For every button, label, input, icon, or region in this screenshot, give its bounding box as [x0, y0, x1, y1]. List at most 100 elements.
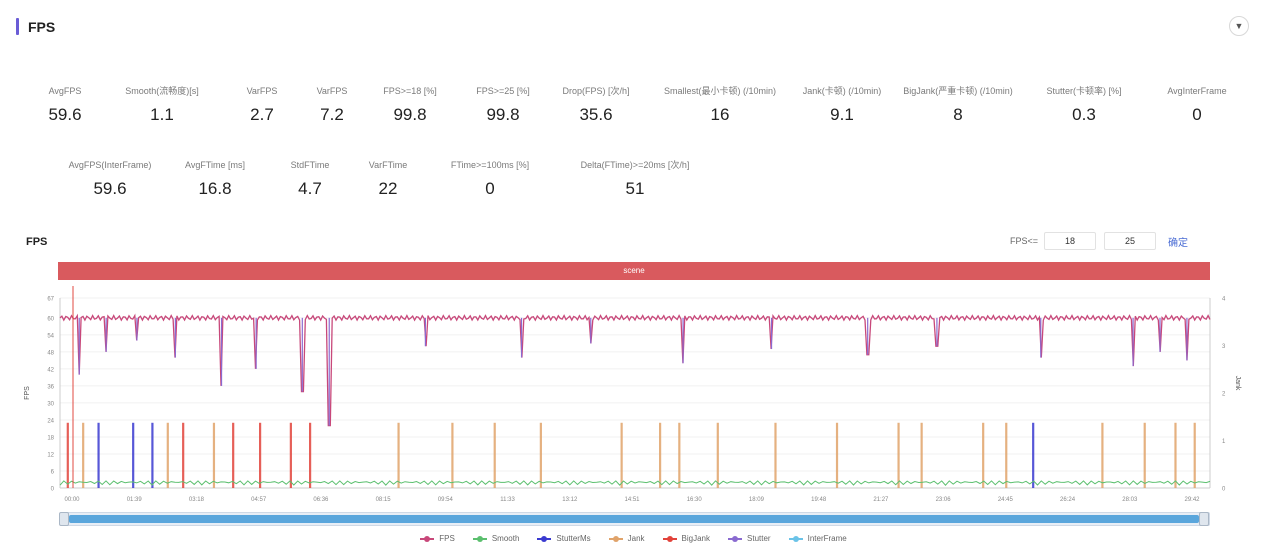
legend-item[interactable]: Jank — [608, 534, 645, 543]
metric-card: FPS>=18 [%] 99.8 — [350, 86, 470, 125]
legend-item[interactable]: StutterMs — [537, 534, 591, 543]
legend-item[interactable]: Stutter — [728, 534, 771, 543]
metric-value: 59.6 — [48, 105, 82, 124]
chart-legend: FPS Smooth StutterMs Jank BigJank Stutter Inte… — [0, 534, 1267, 543]
legend-label: Jank — [627, 534, 645, 543]
jank-spike-bar — [1101, 422, 1104, 488]
legend-item[interactable]: BigJank — [662, 534, 710, 543]
y-tick-label: 42 — [47, 367, 54, 373]
x-tick-label: 29:42 — [1184, 497, 1200, 503]
fps-threshold-input-2[interactable]: 25 — [1104, 232, 1157, 250]
jank-spike-bar — [397, 422, 400, 488]
jank-spike-bar — [539, 422, 542, 488]
metric-value: 59.6 — [93, 179, 127, 198]
jank-spike-bar — [151, 422, 154, 488]
jank-spike-bar — [920, 422, 923, 488]
metric-label: VarFPS — [316, 86, 348, 96]
fps-panel-header: FPS ▼ — [16, 14, 1251, 42]
legend-item[interactable]: FPS — [420, 534, 455, 543]
y-tick-label: 6 — [51, 469, 55, 475]
jank-spike-bar — [451, 422, 454, 488]
y2-tick-label: 4 — [1222, 297, 1226, 303]
jank-spike-bar — [259, 422, 262, 488]
x-tick-label: 18:09 — [749, 497, 765, 503]
chevron-down-icon[interactable]: ▼ — [1229, 16, 1249, 36]
legend-swatch — [788, 535, 803, 542]
metric-value: 1.1 — [150, 105, 174, 124]
metric-label: AvgFPS(InterFrame) — [68, 160, 152, 170]
metric-value: 99.8 — [393, 105, 427, 124]
jank-spike-bar — [1005, 422, 1008, 488]
metric-label: VarFPS — [246, 86, 278, 96]
metric-value: 16 — [710, 105, 730, 124]
metric-label: FTime>=100ms [%] — [450, 160, 530, 170]
legend-swatch — [608, 535, 623, 542]
legend-item[interactable]: InterFrame — [788, 534, 847, 543]
metric-value: 35.6 — [579, 105, 613, 124]
jank-spike-bar — [182, 422, 185, 488]
legend-swatch — [472, 535, 487, 542]
x-tick-label: 03:18 — [189, 497, 205, 503]
metric-value: 99.8 — [486, 105, 520, 124]
metric-label: Drop(FPS) [次/h] — [562, 86, 630, 96]
chart-title: FPS — [26, 236, 48, 248]
zoom-handle-left[interactable] — [59, 512, 69, 526]
y-tick-label: 12 — [47, 452, 54, 458]
x-tick-label: 09:54 — [438, 497, 454, 503]
metric-card: VarFTime 22 — [328, 160, 448, 199]
legend-swatch — [420, 535, 435, 542]
jank-spike-bar — [132, 422, 135, 488]
jank-spike-bar — [82, 422, 85, 488]
x-tick-label: 00:00 — [64, 497, 80, 503]
jank-spike-bar — [232, 422, 235, 488]
y-tick-label: 67 — [47, 297, 54, 303]
metric-card: FPS>=25 [%] 99.8 — [443, 86, 563, 125]
title-accent-bar — [16, 18, 19, 35]
jank-spike-bar — [1032, 422, 1035, 488]
y-tick-label: 0 — [51, 487, 55, 493]
zoom-scrollbar[interactable] — [59, 512, 1210, 526]
jank-spike-bar — [835, 422, 839, 488]
y2-tick-label: 2 — [1222, 392, 1226, 398]
metric-label: Smooth(流畅度)[s] — [125, 86, 199, 96]
y-tick-label: 60 — [47, 316, 54, 322]
scene-bar[interactable]: scene — [58, 262, 1210, 280]
metric-value: 22 — [378, 179, 398, 198]
metric-card: Drop(FPS) [次/h] 35.6 — [536, 86, 656, 125]
x-tick-label: 13:12 — [562, 497, 578, 503]
metric-card: AvgFPS(InterFrame) 59.6 — [50, 160, 170, 199]
jank-spike-bar — [716, 422, 719, 488]
fps-series-line — [59, 313, 1211, 427]
metric-value: 51 — [625, 179, 645, 198]
jank-spike-bar — [1193, 422, 1196, 488]
metric-value: 2.7 — [250, 105, 274, 124]
metric-card: StdFTime 4.7 — [250, 160, 370, 199]
y-tick-label: 48 — [47, 350, 54, 356]
metric-card: Stutter(卡顿率) [%] 0.3 — [1024, 86, 1144, 125]
metric-value: 0 — [485, 179, 495, 198]
metric-card: FTime>=100ms [%] 0 — [430, 160, 550, 199]
metric-value: 4.7 — [298, 179, 322, 198]
jank-spike-bar — [897, 422, 900, 488]
legend-item[interactable]: Smooth — [472, 534, 520, 543]
y-tick-label: 36 — [47, 384, 54, 390]
y2-tick-label: 3 — [1222, 344, 1226, 350]
fps-threshold-input-1[interactable]: 18 — [1044, 232, 1097, 250]
confirm-button[interactable]: 确定 — [1168, 237, 1189, 249]
zoom-handle-right[interactable] — [1199, 512, 1209, 526]
zoom-range-fill — [69, 515, 1199, 523]
legend-label: Smooth — [491, 534, 520, 543]
metric-card: Smooth(流畅度)[s] 1.1 — [102, 86, 222, 125]
jank-spike-bar — [493, 422, 496, 488]
x-tick-label: 14:51 — [624, 497, 640, 503]
metric-label: BigJank(严重卡顿) (/10min) — [903, 86, 1013, 96]
legend-swatch — [537, 535, 552, 542]
metric-card: BigJank(严重卡顿) (/10min) 8 — [898, 86, 1018, 125]
x-tick-label: 19:48 — [811, 497, 827, 503]
metric-card: AvgFTime [ms] 16.8 — [155, 160, 275, 199]
x-tick-label: 24:45 — [998, 497, 1014, 503]
metric-value: 9.1 — [830, 105, 854, 124]
metric-label: StdFTime — [290, 160, 330, 170]
fps-filter-label: FPS<= — [1010, 236, 1039, 246]
